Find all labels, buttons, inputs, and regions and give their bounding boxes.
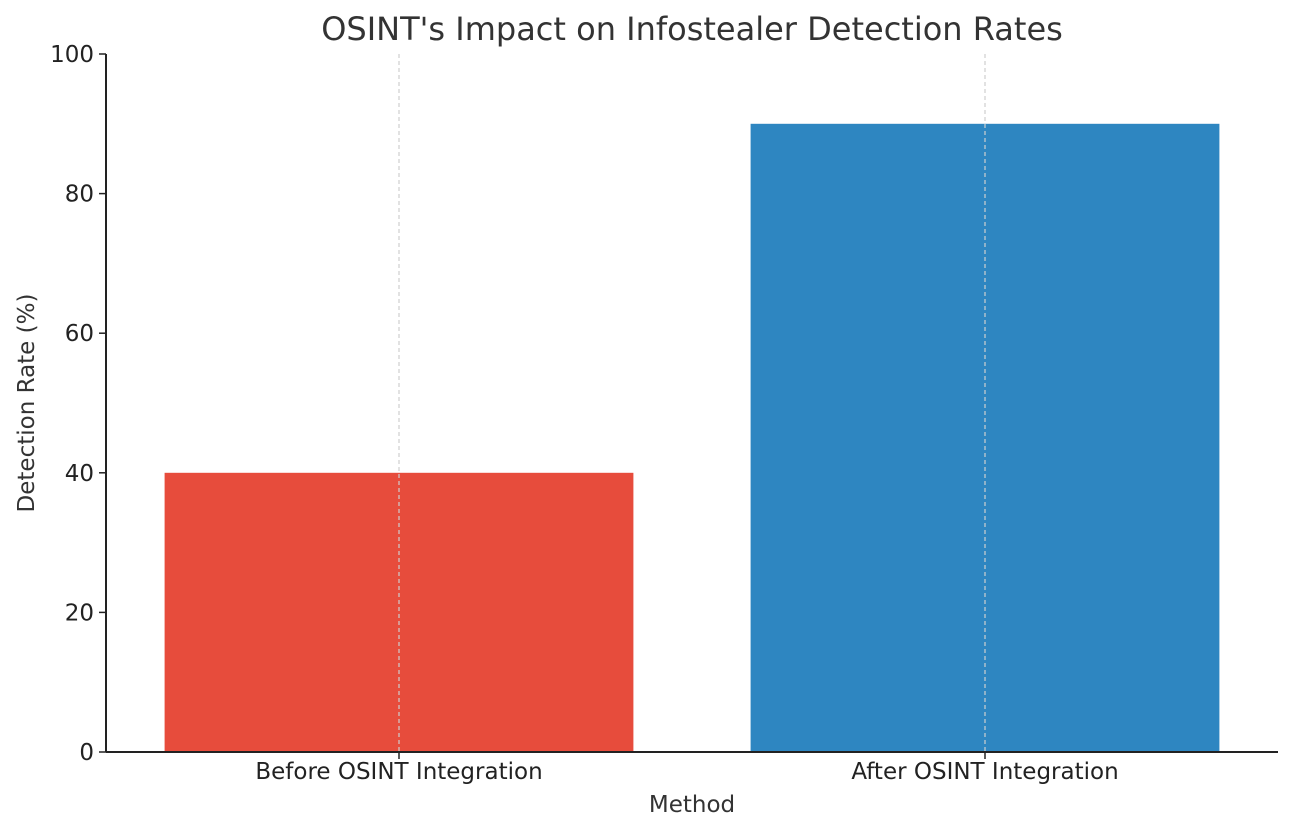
bars-layer — [164, 123, 1220, 753]
axes-layer — [105, 54, 1278, 753]
bar-2 — [750, 123, 1220, 753]
y-tick-label: 60 — [65, 321, 94, 347]
y-tick-label: 40 — [65, 461, 94, 487]
y-tick-label: 100 — [50, 42, 94, 68]
y-tick-label: 0 — [79, 740, 94, 766]
gridfront-layer — [398, 54, 986, 752]
x-tick-label: After OSINT Integration — [851, 759, 1118, 785]
chart-title: OSINT's Impact on Infostealer Detection … — [321, 10, 1063, 48]
y-tick-label: 80 — [65, 182, 94, 208]
y-tick-label: 20 — [65, 600, 94, 626]
bar-1 — [164, 472, 634, 752]
x-ticks: Before OSINT Integration After OSINT Inte… — [255, 752, 1119, 785]
x-tick-label: Before OSINT Integration — [255, 759, 542, 785]
y-axis-label: Detection Rate (%) — [14, 294, 40, 513]
y-ticks: 0 20 40 60 80 100 — [50, 42, 106, 766]
x-axis-label: Method — [649, 792, 735, 818]
